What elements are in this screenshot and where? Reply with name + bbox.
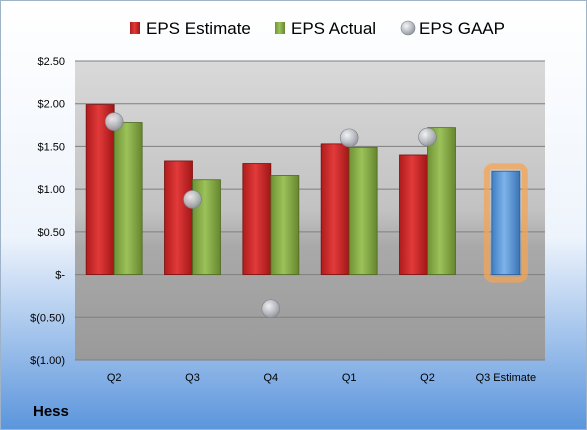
legend-label: EPS Estimate [146,19,251,38]
legend-swatch [400,20,416,36]
y-tick-label: $- [55,270,65,282]
gaap-marker [261,299,281,319]
bar-eps-actual [348,146,378,275]
x-tick-label: Q2 [107,372,122,384]
bar-eps-actual [427,127,456,275]
legend-label: EPS GAAP [419,19,505,38]
bar-eps-estimate [85,104,115,275]
gaap-marker [418,127,437,147]
y-tick-label: $1.50 [37,141,65,153]
bar-eps-estimate [164,160,193,275]
y-tick-label: $(0.50) [30,312,65,324]
legend-label: EPS Actual [291,19,376,38]
estimate-highlight-glow [483,163,528,283]
legend-swatch [130,22,140,34]
gaap-markers [104,112,437,319]
bar-eps-estimate [242,163,272,275]
x-tick-label: Q3 [185,372,200,384]
plot-area [75,61,545,360]
bar-eps-actual [113,122,143,275]
bar-eps-estimate [491,170,521,275]
y-tick-label: $1.00 [37,184,65,196]
x-tick-label: Q2 [420,372,435,384]
y-tick-label: $2.50 [37,56,65,68]
y-tick-label: $0.50 [37,227,65,239]
bar-eps-estimate [320,143,350,275]
x-axis: Q2 Q3 Q4 Q1 Q2 Q3 Estimate [107,372,536,384]
bars [85,104,528,283]
gridlines [75,60,545,361]
legend: EPS Estimate EPS Actual EPS GAAP [130,19,505,38]
legend-swatch [275,22,285,34]
gaap-marker [339,128,359,148]
gaap-marker [104,112,124,131]
x-tick-label: Q4 [263,372,278,384]
x-tick-label: Q3 Estimate [476,372,537,384]
y-axis: $2.50 $2.00 $1.50 $1.00 $0.50 $- $(0.50) $(1.00… [30,56,65,367]
bar-eps-estimate [399,154,428,275]
bar-eps-actual [270,175,300,275]
x-tick-label: Q1 [342,372,357,384]
company-name: Hess [33,403,69,420]
y-tick-label: $(1.00) [30,355,65,367]
gaap-marker [183,190,202,209]
y-tick-label: $2.00 [37,99,65,111]
